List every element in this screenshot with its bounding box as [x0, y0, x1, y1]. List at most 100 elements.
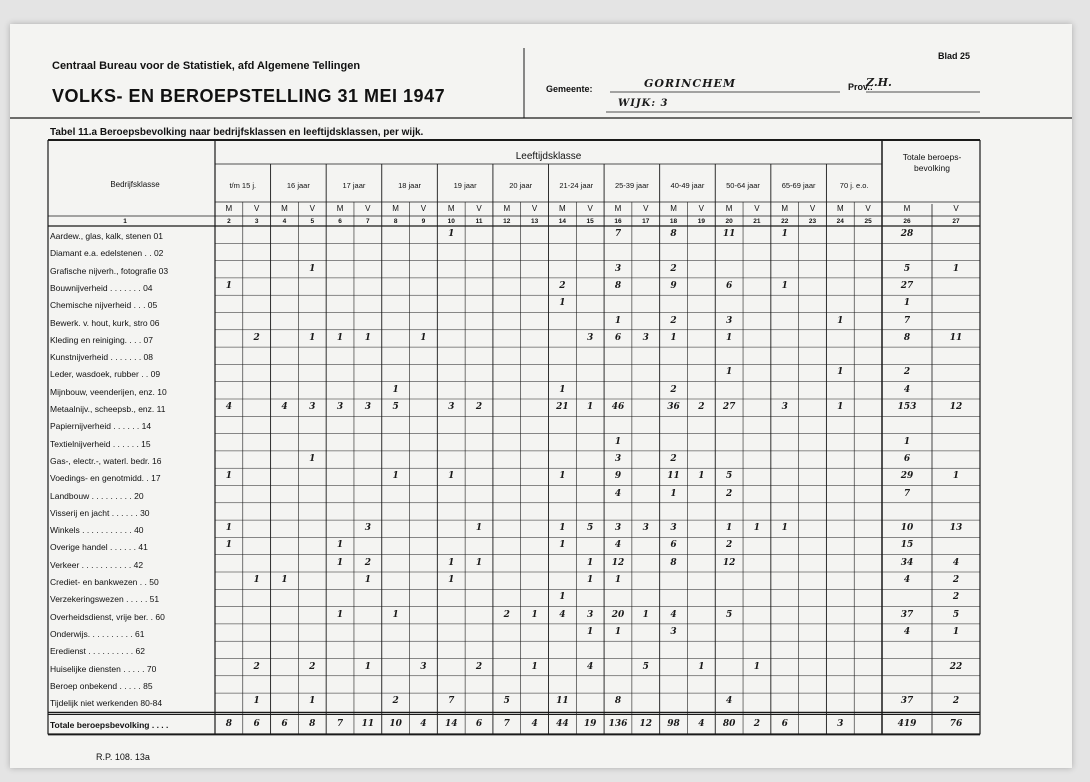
table-cell: 3 — [614, 263, 622, 274]
row-label: Kunstnijverheid . . . . . . . 08 — [50, 352, 153, 363]
row-label: Grafische nijverh., fotografie 03 — [50, 265, 169, 276]
table-cell: 27 — [900, 280, 914, 291]
table-caption: Tabel 11.a Beroepsbevolking naar bedrijf… — [50, 127, 424, 138]
table-cell: 4 — [614, 540, 622, 551]
table-cell: 2 — [698, 402, 705, 412]
table-cell: 5 — [392, 402, 399, 412]
row-label: Beroep onbekend . . . . . 85 — [50, 680, 153, 691]
table-cell: 5 — [903, 263, 911, 274]
row-label: Winkels . . . . . . . . . . . 40 — [50, 525, 144, 536]
table-cell: 3 — [587, 332, 594, 343]
table-cell: 1 — [837, 315, 844, 326]
bureau-name: Centraal Bureau voor de Statistiek, afd … — [52, 60, 361, 72]
table-cell: 1 — [559, 384, 566, 395]
table-cell: 46 — [611, 402, 625, 412]
sex-label: V — [698, 204, 705, 213]
age-group-label: 19 jaar — [453, 181, 477, 190]
total-cell: 4 — [420, 719, 427, 730]
table-cell: 3 — [670, 523, 677, 534]
table-cell: 7 — [903, 488, 911, 499]
table-cell: 1 — [531, 661, 538, 672]
table-cell: 28 — [900, 229, 914, 239]
row-label: Leder, wasdoek, rubber . . 09 — [50, 369, 161, 380]
total-cell: 6 — [253, 719, 260, 730]
table-cell: 1 — [225, 540, 233, 551]
total-cell: 4 — [531, 719, 538, 730]
table-cell: 1 — [587, 626, 594, 637]
table-cell: 2 — [364, 557, 371, 568]
row-label: Bouwnijverheid . . . . . . . 04 — [50, 282, 153, 293]
column-number: 17 — [642, 218, 650, 225]
table-cell: 1 — [614, 436, 622, 447]
table-cell: 2 — [392, 696, 399, 707]
table-cell: 12 — [722, 557, 736, 568]
row-label: Eredienst . . . . . . . . . . 62 — [50, 646, 145, 657]
table-cell: 11 — [949, 332, 963, 343]
table-cell: 2 — [670, 315, 677, 326]
table-cell: 36 — [667, 402, 680, 412]
table-cell: 1 — [392, 609, 399, 620]
table-cell: 1 — [448, 557, 455, 568]
wijk-value: WIJK: 3 — [618, 98, 669, 109]
table-cell: 1 — [364, 575, 371, 585]
column-number: 3 — [254, 218, 259, 225]
age-group-label: 40-49 jaar — [670, 181, 705, 190]
total-cell: 7 — [336, 719, 344, 730]
row-label: Landbouw . . . . . . . . . 20 — [50, 490, 144, 501]
age-group-label: t/m 15 j. — [229, 181, 257, 190]
total-cell: 19 — [583, 719, 597, 730]
table-cell: 4 — [225, 402, 233, 412]
total-cell: 8 — [309, 719, 316, 730]
total-cell: 10 — [389, 719, 402, 730]
column-number: 12 — [503, 218, 511, 225]
table-cell: 1 — [614, 575, 622, 585]
table-cell: 1 — [225, 471, 233, 482]
table-cell: 2 — [952, 575, 960, 585]
row-label: Tijdelijk niet werkenden 80-84 — [50, 698, 163, 709]
table-cell: 37 — [900, 696, 914, 707]
row-label: Mijnbouw, veenderijen, enz. 10 — [50, 386, 167, 397]
row-label: Kleding en reiniging. . . . 07 — [50, 334, 154, 345]
row-label: Overige handel . . . . . . 41 — [50, 542, 148, 553]
province-label: Prov.: — [848, 82, 873, 92]
table-cell: 2 — [253, 332, 260, 343]
table-cell: 4 — [281, 402, 288, 412]
sex-label: V — [865, 204, 871, 213]
table-cell: 2 — [503, 609, 510, 620]
table-cell: 3 — [364, 523, 371, 534]
table-cell: 1 — [670, 332, 677, 343]
column-number: 20 — [725, 218, 733, 225]
row-label: Papiernijverheid . . . . . . 14 — [50, 421, 152, 432]
table-cell: 1 — [587, 402, 594, 412]
document-title: VOLKS- EN BEROEPSTELLING 31 MEI 1947 — [52, 86, 446, 106]
table-cell: 1 — [281, 575, 288, 585]
table-cell: 1 — [726, 367, 733, 378]
column-number: 26 — [903, 218, 911, 225]
sex-label: M — [281, 204, 288, 213]
table-cell: 13 — [949, 523, 963, 534]
table-cell: 5 — [952, 609, 960, 620]
sex-label: V — [309, 204, 315, 213]
table-cell: 1 — [837, 367, 844, 378]
table-cell: 5 — [642, 661, 649, 672]
table-cell: 20 — [611, 609, 625, 620]
sex-label: M — [559, 204, 566, 213]
column-number: 4 — [282, 218, 287, 225]
table-cell: 3 — [670, 626, 677, 637]
stub-header: Bedrijfsklasse — [110, 180, 160, 189]
table-cell: 1 — [781, 229, 788, 239]
table-cell: 7 — [448, 696, 455, 707]
table-cell: 1 — [952, 626, 960, 637]
table-cell: 153 — [897, 402, 917, 412]
table-cell: 1 — [753, 661, 761, 672]
total-cell: 136 — [608, 719, 628, 730]
table-cell: 5 — [587, 523, 594, 534]
table-cell: 1 — [559, 592, 566, 603]
gemeente-value: GORINCHEM — [644, 77, 737, 90]
table-cell: 3 — [587, 609, 594, 620]
total-cell: 4 — [698, 719, 705, 730]
row-label: Visserij en jacht . . . . . . 30 — [50, 507, 150, 518]
table-cell: 2 — [952, 592, 960, 603]
form-code: R.P. 108. 13a — [96, 752, 150, 762]
